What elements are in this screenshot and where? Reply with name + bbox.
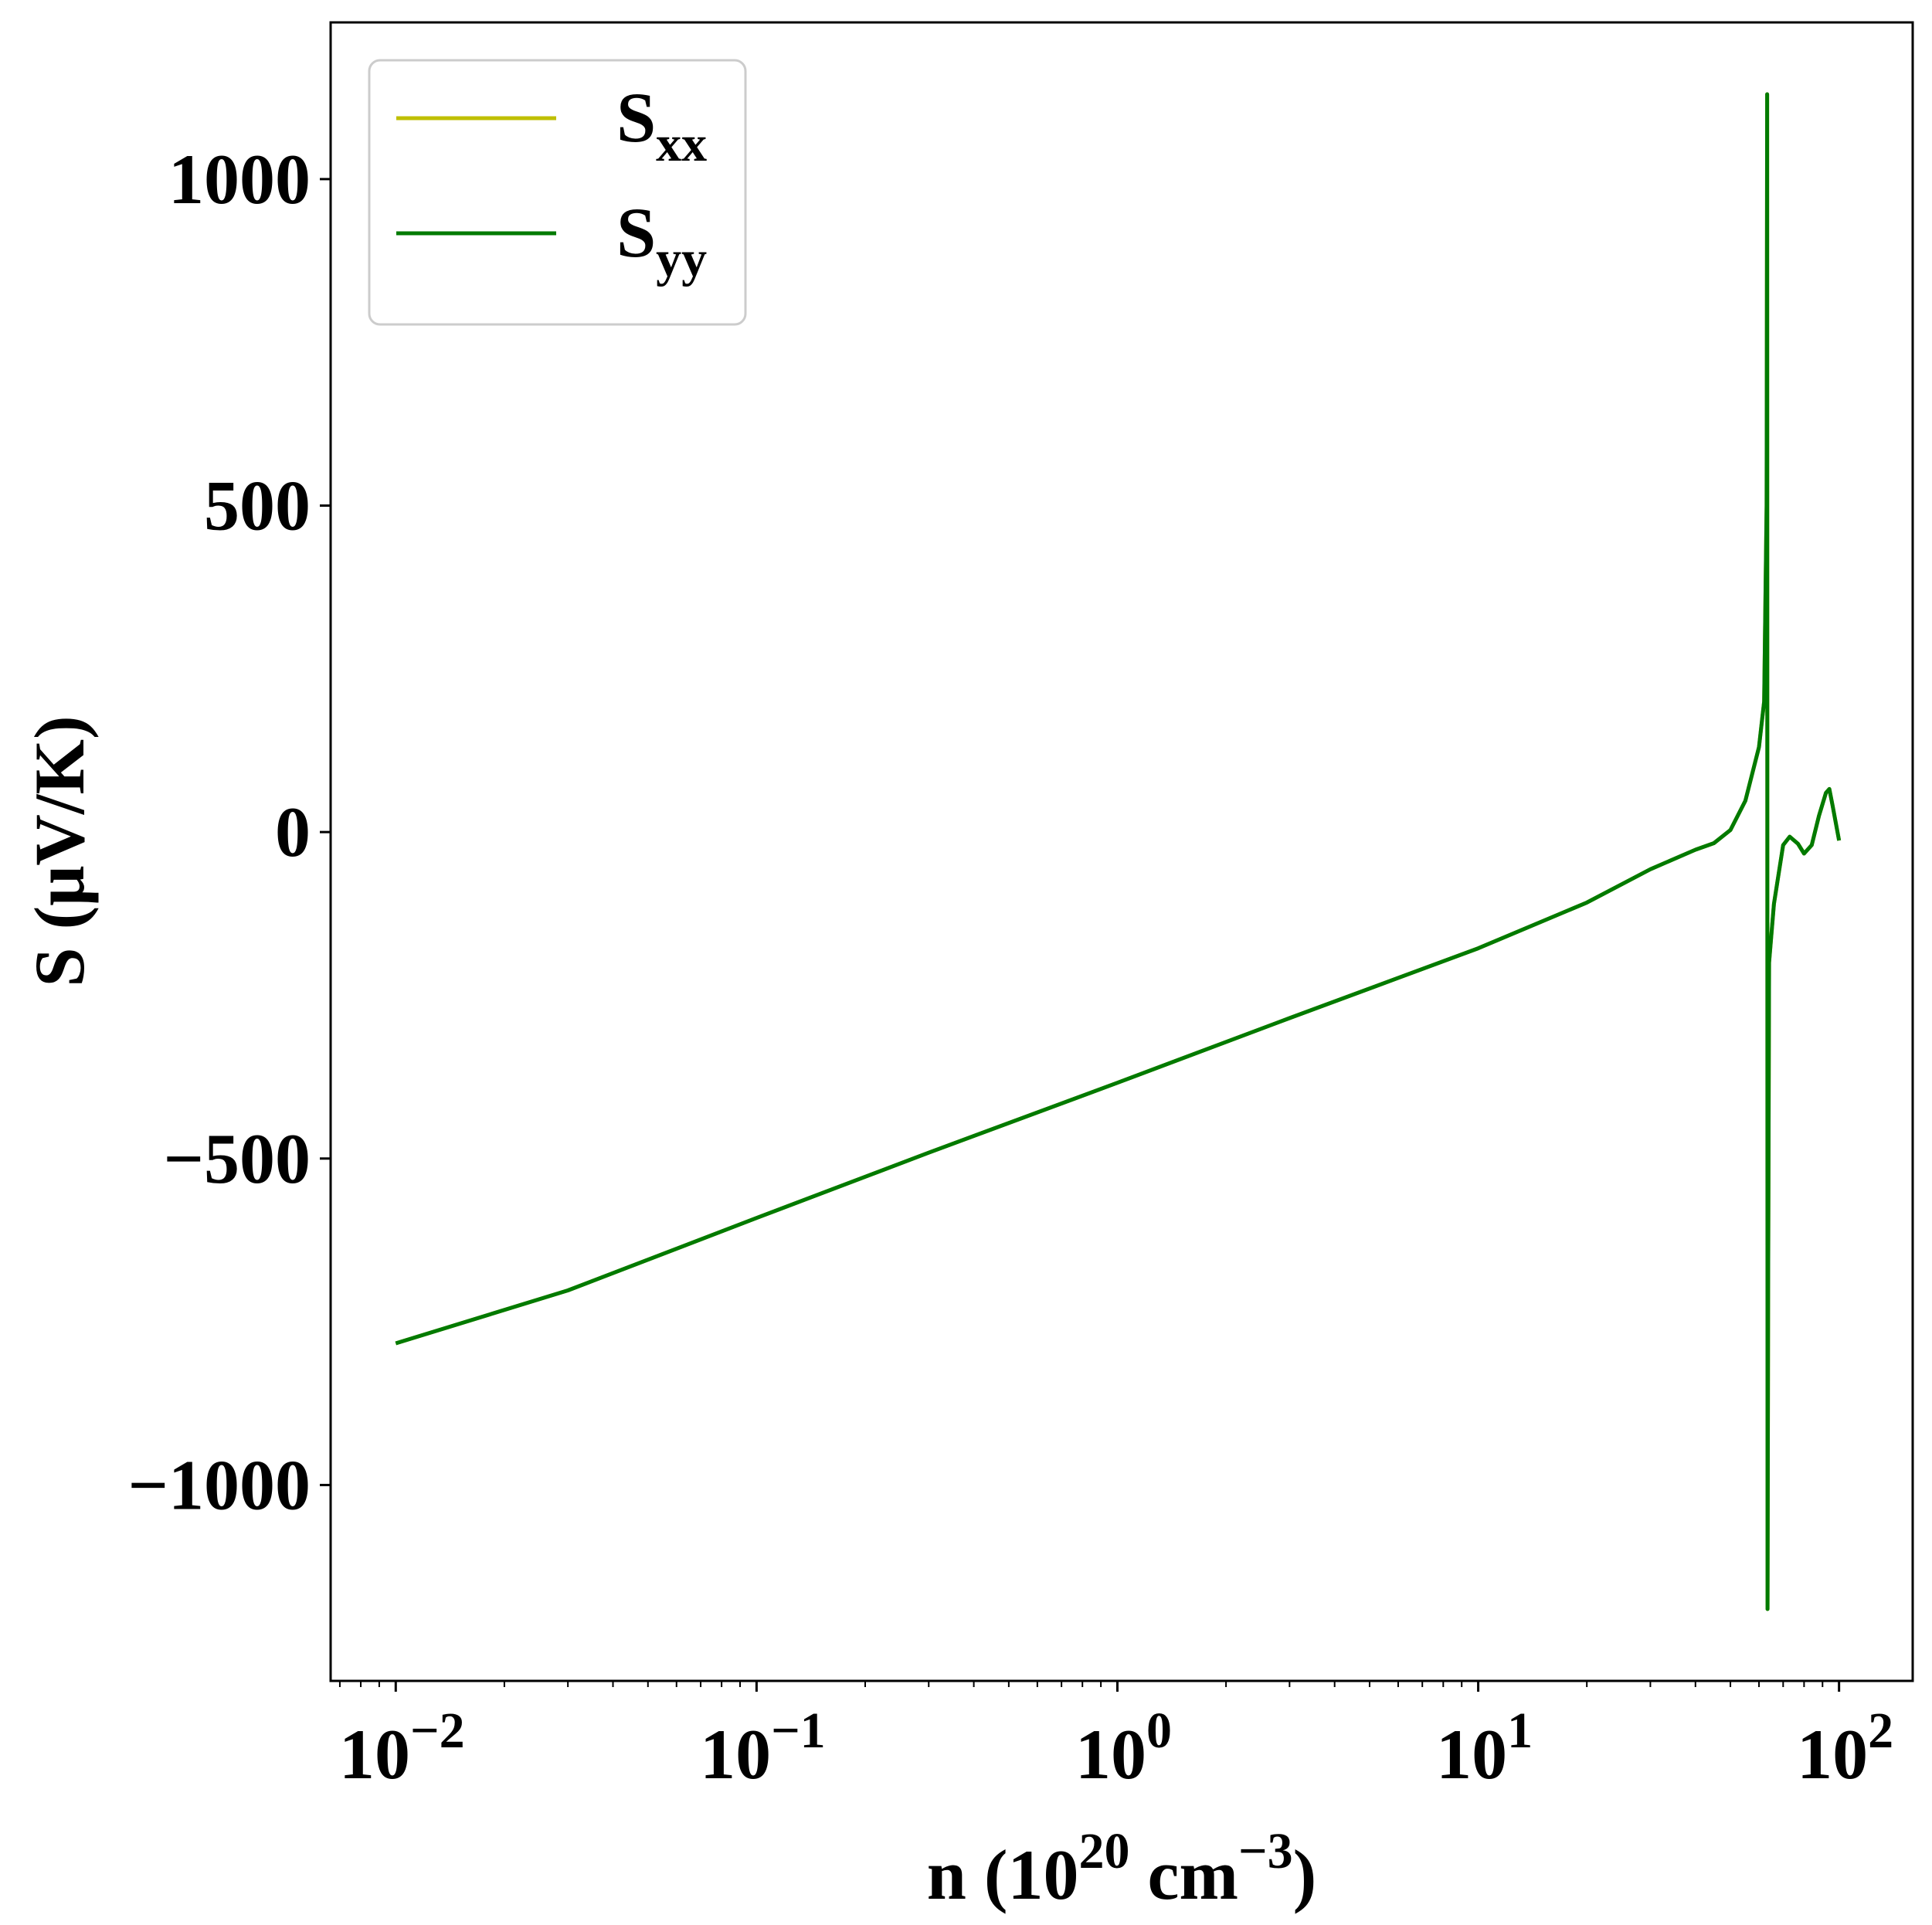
x-axis-label-base: n (10: [927, 1835, 1079, 1914]
x-tick-label-base: 10: [1075, 1715, 1146, 1794]
x-axis-label: n (1020 cm−3): [927, 1823, 1317, 1914]
x-axis-label-tail: ): [1293, 1835, 1317, 1914]
x-tick-label: 100: [1075, 1703, 1172, 1794]
x-tick-label-base: 10: [1436, 1715, 1507, 1794]
x-tick-label: 102: [1797, 1703, 1893, 1794]
plot-frame: [329, 21, 1914, 1682]
x-tick-label: 10−1: [700, 1703, 826, 1794]
legend-label-sxx: Sxx: [616, 78, 707, 172]
x-tick-label-exp: 2: [1868, 1703, 1893, 1759]
legend-label-syy-sub: yy: [656, 231, 707, 287]
x-axis-label-mid: cm: [1130, 1835, 1238, 1914]
y-tick-label: −1000: [128, 1445, 311, 1524]
x-axis-label-exp2: −3: [1238, 1823, 1293, 1879]
x-tick-label: 10−2: [339, 1703, 465, 1794]
legend-label-sxx-base: S: [616, 78, 656, 157]
y-tick-label: 500: [204, 467, 311, 545]
x-tick-label-exp: 0: [1146, 1703, 1172, 1759]
legend-box: [368, 59, 747, 326]
x-axis-minor-ticks: [338, 1681, 1824, 1687]
x-axis-label-exp1: 20: [1079, 1823, 1130, 1879]
x-tick-label-exp: −1: [771, 1703, 826, 1759]
y-tick-label: 0: [275, 793, 311, 871]
x-tick-label-exp: −2: [410, 1703, 465, 1759]
x-tick-label-base: 10: [700, 1715, 771, 1794]
y-tick-label: 1000: [168, 140, 311, 219]
legend-label-syy: Syy: [616, 193, 707, 287]
x-axis-ticks: 10−2 10−1 100 101 102: [339, 1681, 1893, 1794]
x-tick-label: 101: [1436, 1703, 1533, 1794]
legend: Sxx Syy: [368, 59, 747, 326]
y-axis-ticks: 1000 500 0 −500 −1000: [128, 140, 331, 1524]
x-tick-label-exp: 1: [1507, 1703, 1533, 1759]
series-layer: [395, 92, 1842, 1611]
x-tick-label-base: 10: [339, 1715, 410, 1794]
x-tick-label-base: 10: [1797, 1715, 1868, 1794]
y-tick-label: −500: [164, 1119, 311, 1198]
y-axis-label: S (μV/K): [20, 715, 99, 986]
legend-label-syy-base: S: [616, 193, 656, 272]
legend-label-sxx-sub: xx: [656, 116, 707, 172]
series-line-syy: [395, 92, 1842, 1611]
